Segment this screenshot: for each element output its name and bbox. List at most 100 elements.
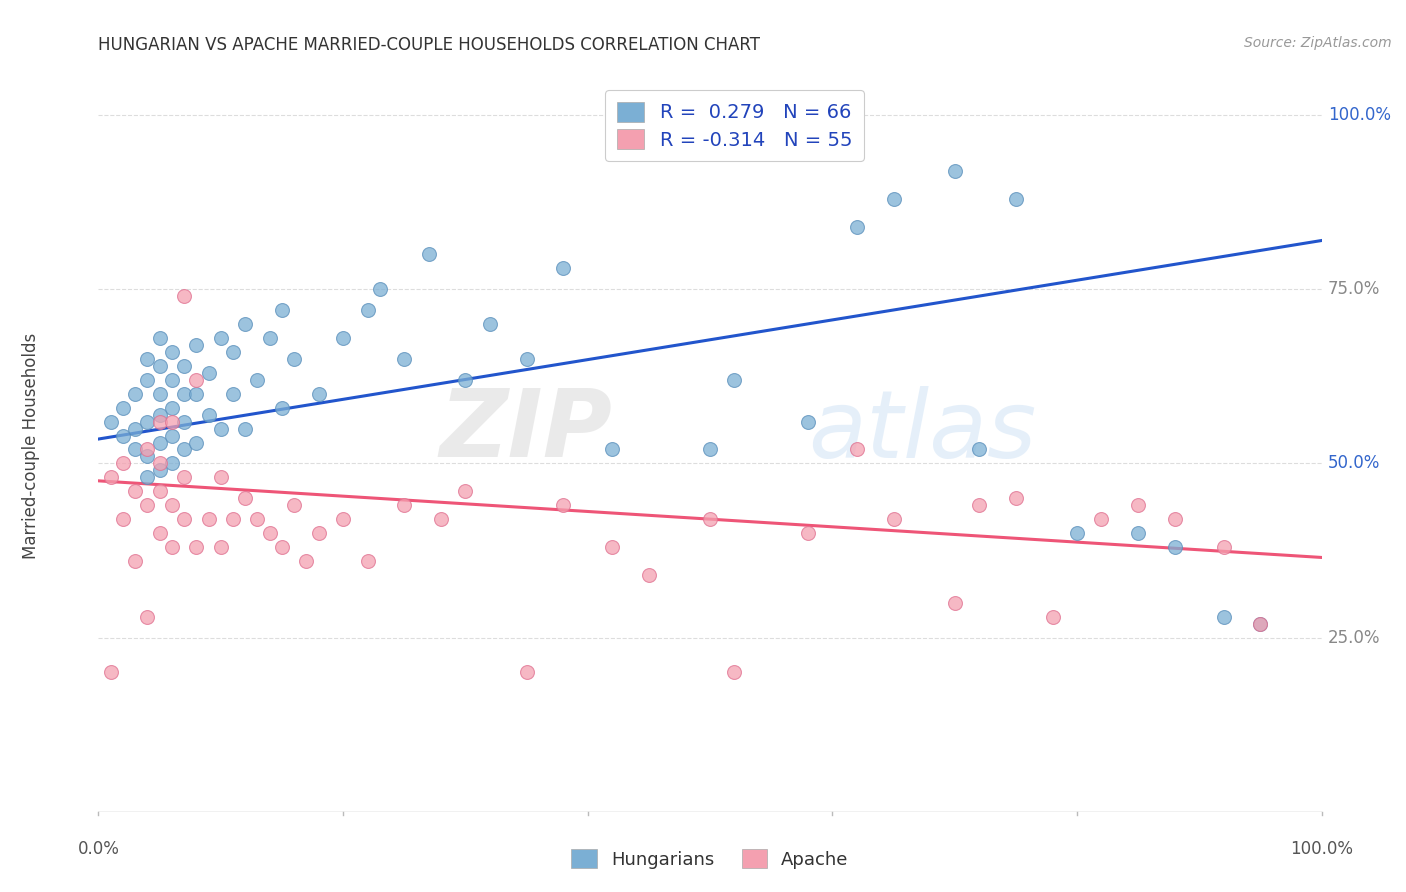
Point xyxy=(797,526,820,541)
Point xyxy=(308,526,330,541)
Point xyxy=(186,373,208,387)
Point xyxy=(637,567,661,582)
Point xyxy=(430,512,453,526)
Point xyxy=(197,512,219,526)
Point xyxy=(553,261,575,276)
Point xyxy=(136,609,159,624)
Point xyxy=(149,359,172,373)
Point xyxy=(149,415,172,429)
Point xyxy=(209,540,232,554)
Point xyxy=(160,401,183,415)
Point xyxy=(1249,616,1271,631)
Point xyxy=(270,303,294,318)
Point xyxy=(967,442,990,457)
Text: 100.0%: 100.0% xyxy=(1327,106,1391,124)
Point xyxy=(173,470,195,484)
Point xyxy=(600,442,623,457)
Point xyxy=(723,665,745,680)
Point xyxy=(149,526,172,541)
Point xyxy=(600,540,623,554)
Point xyxy=(233,421,256,435)
Point xyxy=(332,331,354,345)
Point xyxy=(136,450,159,464)
Point xyxy=(186,386,208,401)
Point xyxy=(124,386,146,401)
Point xyxy=(173,415,195,429)
Point xyxy=(136,373,159,387)
Point xyxy=(943,164,966,178)
Point xyxy=(149,386,172,401)
Point xyxy=(111,401,134,415)
Point xyxy=(1212,540,1234,554)
Point xyxy=(270,540,294,554)
Point xyxy=(454,484,477,499)
Point xyxy=(173,386,195,401)
Point xyxy=(246,373,269,387)
Text: 75.0%: 75.0% xyxy=(1327,280,1381,298)
Point xyxy=(173,359,195,373)
Point xyxy=(100,665,122,680)
Point xyxy=(1249,616,1271,631)
Point xyxy=(136,415,159,429)
Point xyxy=(149,435,172,450)
Point xyxy=(356,554,378,568)
Point xyxy=(222,386,245,401)
Point xyxy=(1042,609,1064,624)
Point xyxy=(1164,512,1187,526)
Text: 0.0%: 0.0% xyxy=(77,839,120,857)
Point xyxy=(149,457,172,471)
Legend: Hungarians, Apache: Hungarians, Apache xyxy=(564,842,856,876)
Point xyxy=(1164,540,1187,554)
Text: 50.0%: 50.0% xyxy=(1327,454,1381,473)
Point xyxy=(283,351,305,366)
Point xyxy=(209,421,232,435)
Point xyxy=(100,415,122,429)
Point xyxy=(1066,526,1088,541)
Point xyxy=(160,428,183,442)
Point xyxy=(136,351,159,366)
Point xyxy=(1128,526,1150,541)
Point xyxy=(160,540,183,554)
Point xyxy=(209,331,232,345)
Point xyxy=(160,345,183,359)
Text: atlas: atlas xyxy=(808,386,1036,477)
Text: Married-couple Households: Married-couple Households xyxy=(22,333,41,559)
Point xyxy=(186,435,208,450)
Point xyxy=(845,219,868,234)
Point xyxy=(160,498,183,512)
Point xyxy=(160,415,183,429)
Point xyxy=(149,331,172,345)
Point xyxy=(197,366,219,380)
Point xyxy=(478,317,501,331)
Point xyxy=(295,554,318,568)
Point xyxy=(883,192,905,206)
Point xyxy=(308,386,330,401)
Point xyxy=(186,540,208,554)
Point xyxy=(160,457,183,471)
Point xyxy=(797,415,820,429)
Text: HUNGARIAN VS APACHE MARRIED-COUPLE HOUSEHOLDS CORRELATION CHART: HUNGARIAN VS APACHE MARRIED-COUPLE HOUSE… xyxy=(98,36,761,54)
Point xyxy=(100,470,122,484)
Text: 25.0%: 25.0% xyxy=(1327,629,1381,647)
Point xyxy=(111,512,134,526)
Point xyxy=(553,498,575,512)
Point xyxy=(723,373,745,387)
Point xyxy=(967,498,990,512)
Point xyxy=(233,491,256,506)
Point xyxy=(1004,192,1026,206)
Point xyxy=(246,512,269,526)
Point xyxy=(173,289,195,303)
Point xyxy=(943,596,966,610)
Point xyxy=(209,470,232,484)
Point xyxy=(222,345,245,359)
Point xyxy=(136,498,159,512)
Text: Source: ZipAtlas.com: Source: ZipAtlas.com xyxy=(1244,36,1392,50)
Point xyxy=(149,463,172,477)
Point xyxy=(124,554,146,568)
Point xyxy=(418,247,440,261)
Text: 100.0%: 100.0% xyxy=(1291,839,1353,857)
Point xyxy=(356,303,378,318)
Point xyxy=(392,498,416,512)
Point xyxy=(845,442,868,457)
Point xyxy=(136,442,159,457)
